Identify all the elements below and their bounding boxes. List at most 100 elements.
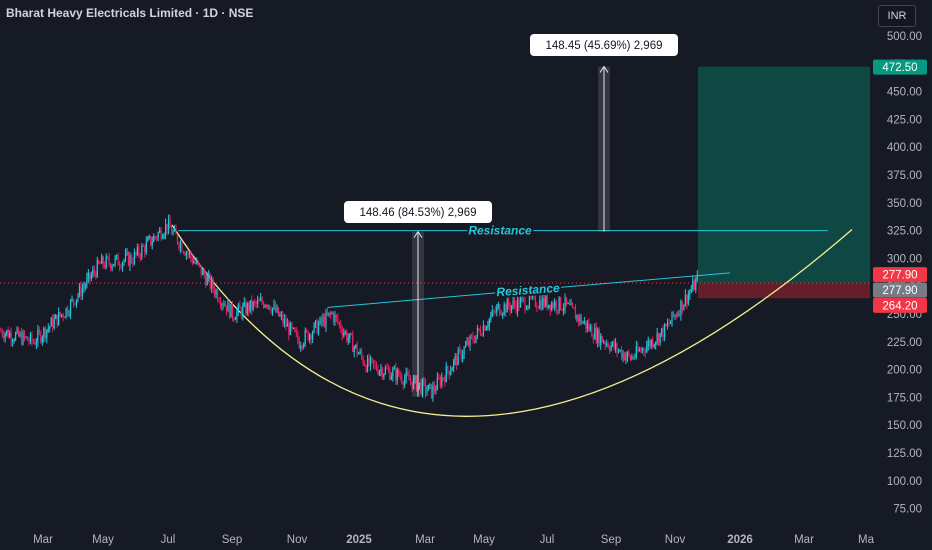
candle-body [372, 359, 375, 364]
candle-body [338, 322, 340, 324]
candle-body [368, 357, 370, 366]
y-tick-label: 325.00 [887, 226, 922, 238]
candle-body [610, 345, 612, 351]
current-price-badge-box [873, 267, 927, 283]
candle-body [178, 243, 180, 249]
candle-body [386, 368, 388, 370]
currency-selector[interactable]: INR [878, 5, 916, 27]
candle-body [561, 309, 563, 311]
candle-body [405, 372, 407, 379]
candle-body [40, 332, 42, 342]
candle-body [632, 356, 634, 358]
candle-body [530, 293, 532, 297]
candle-body [95, 272, 97, 278]
candle-body [693, 280, 695, 290]
candle-body [684, 294, 686, 305]
candle-body [567, 303, 569, 305]
candle-body [257, 300, 259, 304]
candle-body [75, 299, 78, 305]
y-tick-label: 100.00 [887, 476, 922, 488]
candle-body [678, 313, 681, 316]
candle-body [623, 353, 626, 361]
candle-body [317, 324, 320, 334]
candle-body [653, 344, 655, 347]
candle-body [99, 263, 101, 265]
x-tick-label: Jul [540, 534, 555, 546]
candle-body [154, 236, 156, 238]
candle-body [574, 309, 577, 320]
resistance-label: Resistance [468, 224, 532, 238]
candle-body [347, 338, 349, 341]
candle-body [312, 332, 314, 340]
candle-body [159, 229, 161, 233]
candle-body [172, 231, 174, 235]
candle-body [126, 252, 128, 254]
x-tick-label: May [92, 534, 114, 546]
candle-body [9, 332, 11, 338]
candle-body [356, 344, 358, 355]
candle-body [227, 302, 229, 312]
candle-body [271, 307, 274, 313]
candle-body [59, 311, 61, 316]
candle-body [280, 314, 283, 316]
candle-body [202, 270, 204, 275]
candle-body [251, 300, 253, 310]
candle-body [527, 305, 529, 309]
candle-body [28, 340, 30, 342]
candle-body [325, 312, 327, 327]
candle-body [361, 351, 363, 357]
candle-body [173, 228, 176, 232]
candle-body [148, 236, 150, 239]
candle-body [580, 316, 583, 324]
candle-body [303, 343, 305, 348]
candle-body [84, 285, 86, 287]
candle-body [560, 297, 562, 310]
candle-body [620, 349, 623, 358]
candle-body [680, 301, 682, 316]
candle-body [377, 369, 379, 375]
candle-body [242, 305, 244, 317]
x-tick-label: Sep [222, 534, 242, 546]
candle-body [540, 300, 542, 310]
candle-body [594, 327, 596, 340]
candle-body [597, 329, 599, 343]
x-tick-label: Mar [415, 534, 435, 546]
candle-body [432, 385, 434, 398]
candle-body [638, 349, 640, 352]
candle-body [335, 315, 337, 318]
candle-body [44, 327, 46, 338]
candle-body [50, 318, 52, 327]
candle-body [629, 355, 632, 360]
candle-body [669, 322, 672, 325]
candle-body [297, 332, 299, 341]
candle-body [316, 320, 318, 334]
y-tick-label: 125.00 [887, 448, 922, 460]
candle-body [14, 333, 17, 341]
candle-body [221, 303, 223, 306]
candle-body [519, 298, 522, 308]
x-tick-label: May [473, 534, 495, 546]
candle-body [552, 303, 554, 308]
candle-body [56, 314, 58, 326]
candle-body [658, 333, 660, 343]
candle-body [513, 300, 516, 305]
candle-body [101, 256, 103, 264]
candle-body [503, 304, 505, 314]
candle-body [240, 308, 242, 317]
candle-body [199, 263, 201, 266]
candle-body [640, 349, 642, 351]
candle-body [211, 279, 213, 288]
x-tick-label: Mar [794, 534, 814, 546]
y-tick-label: 300.00 [887, 253, 922, 265]
candle-body [491, 310, 493, 316]
candle-body [114, 257, 116, 265]
candle-body [488, 318, 490, 326]
candle-body [478, 328, 480, 331]
candle-body [332, 312, 335, 322]
candle-body [181, 242, 183, 252]
candle-body [454, 356, 456, 361]
candle-body [466, 341, 468, 345]
candle-body [182, 251, 185, 253]
candle-body [430, 384, 433, 398]
